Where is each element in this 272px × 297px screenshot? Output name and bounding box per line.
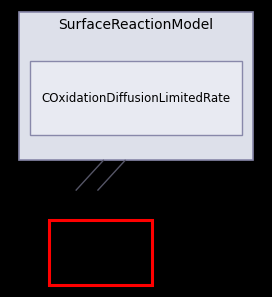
FancyBboxPatch shape [30,61,242,135]
Text: SurfaceReactionModel: SurfaceReactionModel [58,18,214,32]
FancyBboxPatch shape [49,220,152,285]
FancyBboxPatch shape [19,12,253,160]
Text: COxidationDiffusionLimitedRate: COxidationDiffusionLimitedRate [41,91,231,105]
